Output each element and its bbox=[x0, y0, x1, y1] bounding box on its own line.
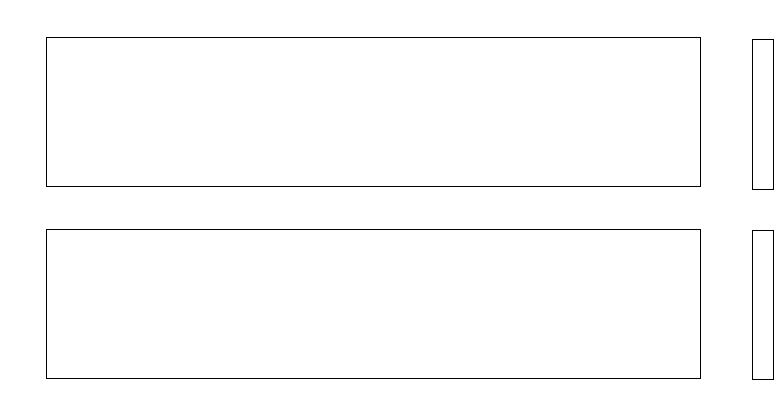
panel-raw-backscatter bbox=[46, 229, 701, 379]
raw-backscatter-heatmap bbox=[47, 230, 700, 378]
colorbar-raw bbox=[752, 230, 774, 380]
colorbar-attenuated bbox=[752, 39, 774, 190]
panel-attenuated-backscatter bbox=[46, 37, 701, 187]
attenuated-backscatter-heatmap bbox=[47, 38, 700, 186]
